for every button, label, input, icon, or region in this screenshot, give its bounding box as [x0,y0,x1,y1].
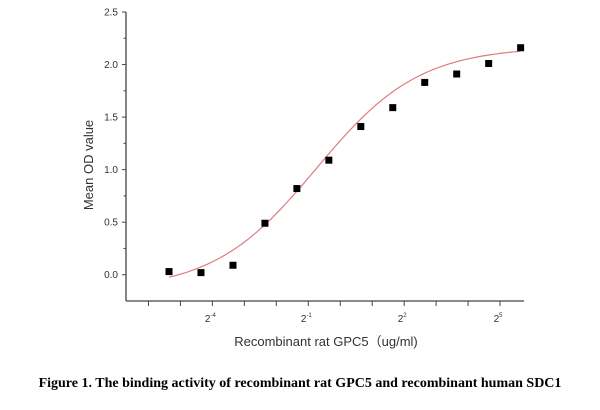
x-tick-label: 22 [398,313,408,325]
y-axis-title: Mean OD value [81,120,96,210]
x-tick-exponent: -4 [210,313,216,319]
y-tick-label: 2.5 [104,8,118,19]
x-axis-title: Recombinant rat GPC5（ug/ml) [234,334,418,349]
x-tick-exponent: 2 [403,313,407,319]
data-point [197,269,205,277]
data-point [325,156,333,164]
x-tick-base: 2 [205,314,211,325]
x-tick-base: 2 [494,314,500,325]
x-tick-exponent: 5 [499,313,503,319]
x-tick-exponent: -1 [306,313,312,319]
data-point [293,185,301,193]
x-tick-base: 2 [301,314,307,325]
data-point [261,219,269,227]
figure-caption: Figure 1. The binding activity of recomb… [38,376,562,391]
y-tick-label: 0.0 [104,270,118,281]
x-tick-label: 2-1 [301,313,313,325]
data-point [357,123,365,131]
data-point [453,70,461,78]
x-tick-label: 2-4 [205,313,217,325]
x-tick-base: 2 [398,314,404,325]
data-point [229,261,237,269]
x-tick-label: 25 [494,313,504,325]
data-point [517,44,525,52]
y-tick-label: 0.5 [104,218,118,229]
y-tick-label: 1.5 [104,113,118,124]
data-point [165,268,173,276]
y-tick-label: 2.0 [104,60,118,71]
fit-curve [168,50,521,278]
data-point [421,78,429,86]
y-tick-label: 1.0 [104,165,118,176]
data-point [485,59,493,67]
data-point [389,104,397,112]
